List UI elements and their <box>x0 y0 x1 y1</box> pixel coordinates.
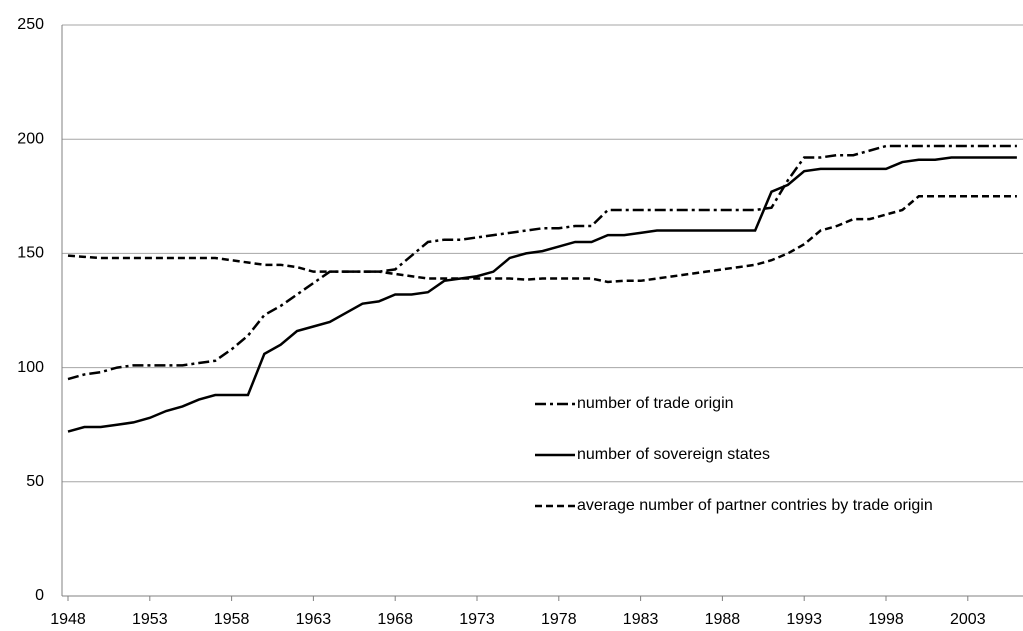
y-tick-label: 0 <box>35 587 44 604</box>
x-tick-label: 1953 <box>132 611 168 628</box>
series-line <box>67 144 1017 381</box>
x-tick-label: 2003 <box>950 611 986 628</box>
x-tick-label: 1978 <box>541 611 577 628</box>
x-tick-label: 1963 <box>296 611 332 628</box>
x-tick-label: 1968 <box>377 611 413 628</box>
x-tick-label: 1998 <box>868 611 904 628</box>
x-tick-label: 1958 <box>214 611 250 628</box>
legend-label: number of sovereign states <box>577 446 770 463</box>
legend-label: average number of partner contries by tr… <box>577 497 933 514</box>
y-tick-label: 250 <box>17 16 44 33</box>
series-line <box>67 195 1017 284</box>
legend-label: number of trade origin <box>577 395 734 412</box>
x-tick-label: 1973 <box>459 611 495 628</box>
y-tick-label: 100 <box>17 359 44 376</box>
x-tick-label: 1948 <box>50 611 86 628</box>
x-tick-label: 1983 <box>623 611 659 628</box>
x-tick-label: 1993 <box>786 611 822 628</box>
y-tick-label: 150 <box>17 245 44 262</box>
series-line <box>67 156 1017 433</box>
y-tick-label: 200 <box>17 130 44 147</box>
x-tick-label: 1988 <box>705 611 741 628</box>
y-tick-label: 50 <box>26 473 44 490</box>
